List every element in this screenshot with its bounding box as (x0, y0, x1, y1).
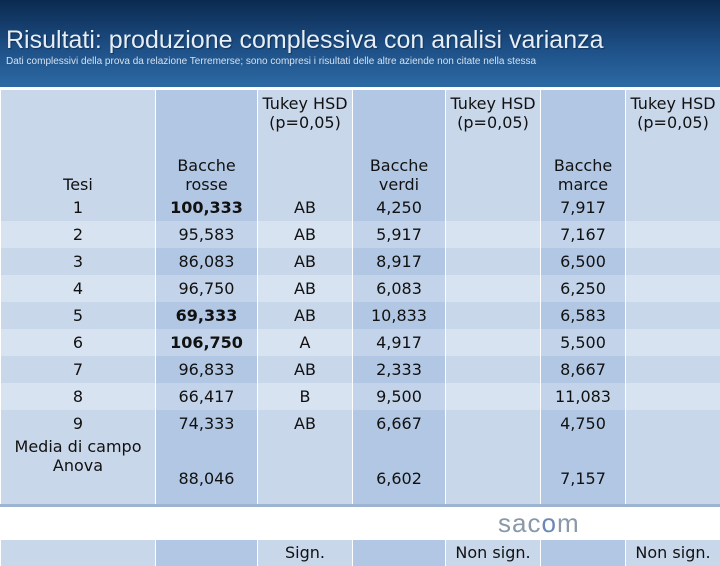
footer-divider (0, 504, 720, 507)
cell-tukey-verdi (446, 302, 541, 329)
cell-bacche-marce: 4,750 (541, 410, 626, 437)
cell-tukey-verdi (446, 329, 541, 356)
summary-tukey-marce: Non sign. (626, 437, 720, 566)
header-tukey-verdi: Tukey HSD (p=0,05) (446, 90, 541, 194)
results-table-container: Tesi Bacche rosse Tukey HSD (p=0,05) Bac… (0, 90, 720, 504)
cell-tukey-rosse: AB (258, 221, 353, 248)
slide-title: Risultati: produzione complessiva con an… (6, 26, 604, 55)
cell-tukey-marce (626, 194, 720, 221)
results-table: Tesi Bacche rosse Tukey HSD (p=0,05) Bac… (0, 90, 720, 566)
cell-bacche-verdi: 8,917 (353, 248, 446, 275)
cell-bacche-marce: 6,250 (541, 275, 626, 302)
cell-bacche-verdi: 4,917 (353, 329, 446, 356)
header-tesi: Tesi (1, 90, 156, 194)
cell-bacche-rosse: 95,583 (156, 221, 258, 248)
cell-tesi: 7 (1, 356, 156, 383)
cell-tukey-marce (626, 275, 720, 302)
cell-tesi: 1 (1, 194, 156, 221)
cell-bacche-marce: 6,583 (541, 302, 626, 329)
cell-tukey-verdi (446, 410, 541, 437)
cell-bacche-rosse: 74,333 (156, 410, 258, 437)
footer: sacom (0, 504, 720, 540)
cell-tesi: 2 (1, 221, 156, 248)
cell-tukey-rosse: AB (258, 248, 353, 275)
header-tukey-rosse: Tukey HSD (p=0,05) (258, 90, 353, 194)
cell-tesi: 9 (1, 410, 156, 437)
slide-subtitle: Dati complessivi della prova da relazion… (6, 56, 536, 67)
title-banner: Risultati: produzione complessiva con an… (0, 0, 720, 87)
cell-tukey-verdi (446, 221, 541, 248)
cell-bacche-rosse: 66,417 (156, 383, 258, 410)
cell-tukey-rosse: AB (258, 356, 353, 383)
sacom-logo: sacom (498, 508, 580, 539)
header-bacche-marce: Bacche marce (541, 90, 626, 194)
header-tukey-marce: Tukey HSD (p=0,05) (626, 90, 720, 194)
cell-tukey-marce (626, 410, 720, 437)
cell-tukey-marce (626, 221, 720, 248)
cell-bacche-verdi: 5,917 (353, 221, 446, 248)
cell-tukey-verdi (446, 356, 541, 383)
cell-bacche-rosse: 106,750 (156, 329, 258, 356)
cell-tukey-rosse: AB (258, 275, 353, 302)
cell-tukey-verdi (446, 194, 541, 221)
cell-bacche-verdi: 10,833 (353, 302, 446, 329)
summary-tukey-verdi: Non sign. (446, 437, 541, 566)
summary-bacche-marce: 7,157 (541, 437, 626, 566)
cell-bacche-marce: 5,500 (541, 329, 626, 356)
cell-tukey-rosse: A (258, 329, 353, 356)
cell-tukey-verdi (446, 248, 541, 275)
cell-tukey-rosse: AB (258, 410, 353, 437)
cell-bacche-verdi: 9,500 (353, 383, 446, 410)
cell-bacche-verdi: 6,667 (353, 410, 446, 437)
cell-bacche-verdi: 2,333 (353, 356, 446, 383)
cell-tukey-marce (626, 248, 720, 275)
cell-bacche-rosse: 96,750 (156, 275, 258, 302)
cell-bacche-rosse: 86,083 (156, 248, 258, 275)
cell-tukey-verdi (446, 275, 541, 302)
cell-tesi: 3 (1, 248, 156, 275)
cell-bacche-rosse: 69,333 (156, 302, 258, 329)
cell-bacche-rosse: 96,833 (156, 356, 258, 383)
header-bacche-rosse: Bacche rosse (156, 90, 258, 194)
cell-tukey-verdi (446, 383, 541, 410)
cell-bacche-marce: 11,083 (541, 383, 626, 410)
cell-bacche-rosse: 100,333 (156, 194, 258, 221)
cell-bacche-marce: 8,667 (541, 356, 626, 383)
summary-bacche-rosse: 88,046 (156, 437, 258, 566)
cell-tukey-rosse: AB (258, 194, 353, 221)
cell-tesi: 5 (1, 302, 156, 329)
cell-tukey-rosse: AB (258, 302, 353, 329)
cell-tesi: 6 (1, 329, 156, 356)
cell-tesi: 4 (1, 275, 156, 302)
header-bacche-verdi: Bacche verdi (353, 90, 446, 194)
cell-bacche-verdi: 6,083 (353, 275, 446, 302)
cell-tesi: 8 (1, 383, 156, 410)
cell-bacche-marce: 6,500 (541, 248, 626, 275)
summary-bacche-verdi: 6,602 (353, 437, 446, 566)
cell-tukey-marce (626, 356, 720, 383)
table-header-row: Tesi Bacche rosse Tukey HSD (p=0,05) Bac… (1, 90, 720, 194)
cell-tukey-marce (626, 329, 720, 356)
cell-tukey-marce (626, 383, 720, 410)
cell-tukey-rosse: B (258, 383, 353, 410)
summary-tesi: Media di campo Anova (1, 437, 156, 566)
cell-tukey-marce (626, 302, 720, 329)
cell-bacche-marce: 7,167 (541, 221, 626, 248)
summary-tukey-rosse: Sign. (258, 437, 353, 566)
cell-bacche-verdi: 4,250 (353, 194, 446, 221)
cell-bacche-marce: 7,917 (541, 194, 626, 221)
